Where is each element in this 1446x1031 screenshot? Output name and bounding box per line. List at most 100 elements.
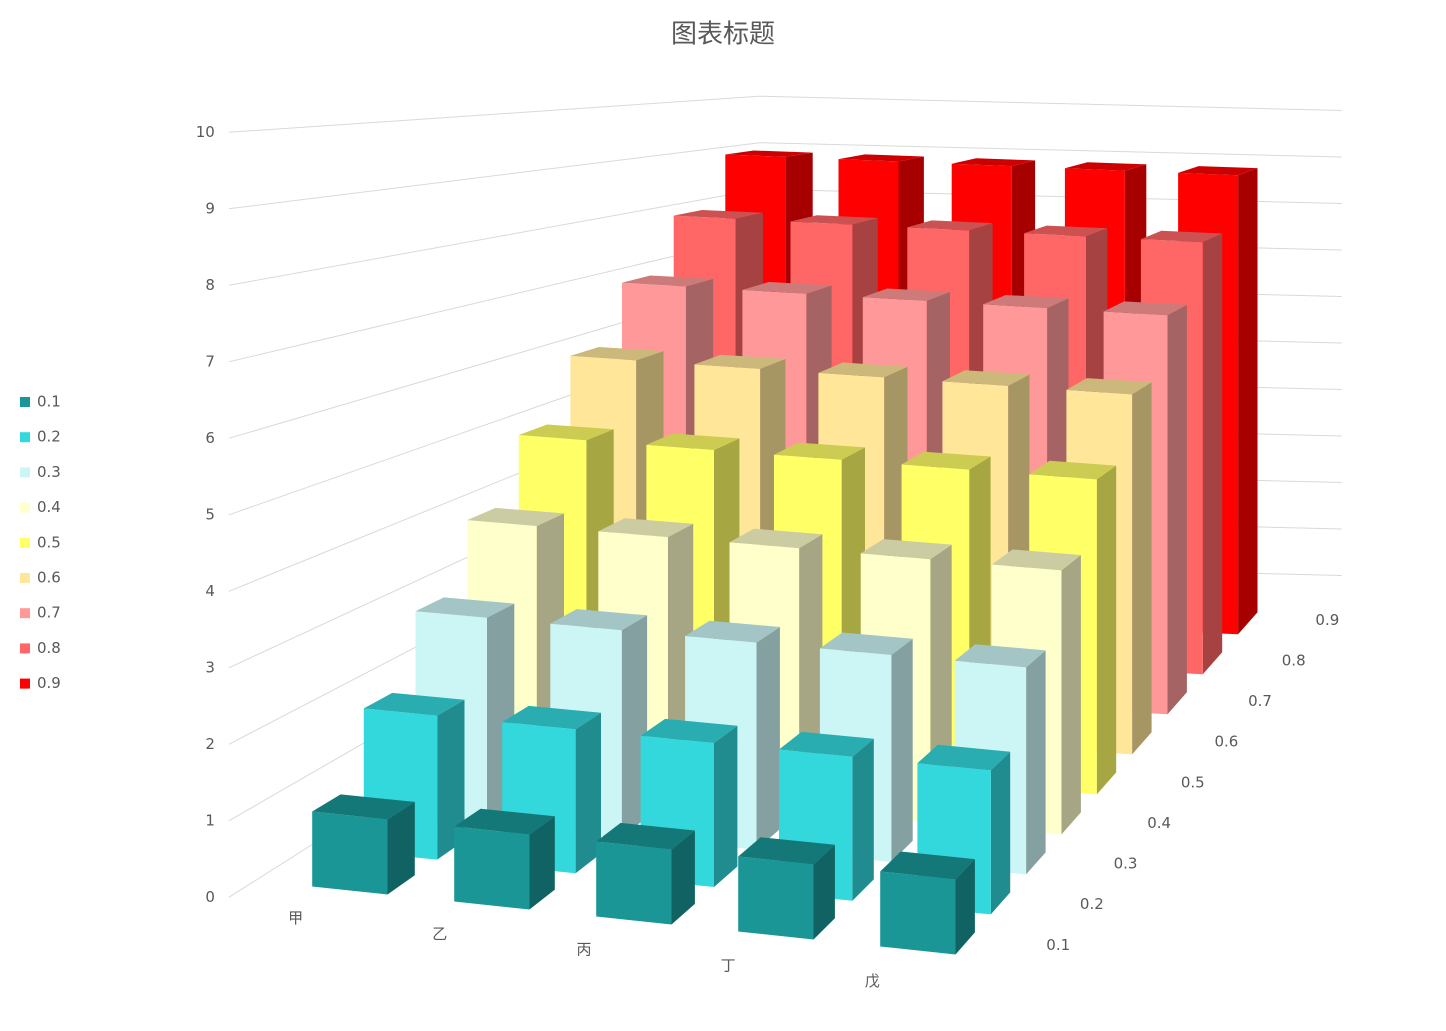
- bar-side: [437, 699, 465, 860]
- y-tick-label: 3: [205, 658, 215, 676]
- legend-swatch: [20, 608, 30, 619]
- bar-top: [860, 539, 952, 560]
- bar-top: [983, 295, 1069, 309]
- bar-top: [901, 451, 991, 470]
- legend-swatch: [20, 397, 30, 407]
- legend-label: 0.2: [37, 428, 61, 446]
- bar-top: [1140, 230, 1223, 243]
- y-tick-label: 0: [205, 888, 215, 906]
- bar-top: [917, 744, 1011, 771]
- bar-top: [312, 794, 415, 820]
- bar-front: [880, 871, 956, 955]
- bar-top: [570, 347, 664, 361]
- bar-top: [942, 370, 1030, 386]
- legend-label: 0.7: [37, 604, 61, 622]
- depth-tick-label: 0.3: [1114, 855, 1138, 873]
- depth-tick-label: 0.9: [1315, 611, 1339, 629]
- bar-top: [596, 822, 695, 850]
- bar-top: [819, 632, 913, 655]
- depth-tick-label: 0.1: [1046, 936, 1070, 954]
- bar-front: [312, 811, 388, 895]
- x-tick-label: 戊: [865, 972, 880, 990]
- bar-side: [1238, 168, 1258, 635]
- legend-label: 0.4: [37, 498, 61, 516]
- legend-label: 0.1: [37, 393, 61, 411]
- bar-side: [529, 816, 555, 910]
- bar-top: [694, 354, 786, 369]
- bar-top: [415, 597, 515, 618]
- legend-swatch: [20, 502, 30, 513]
- bar-top: [954, 644, 1046, 668]
- y-tick-label: 10: [196, 123, 215, 141]
- legend-swatch: [20, 643, 30, 654]
- bar-side: [387, 801, 415, 895]
- legend-swatch: [20, 537, 30, 548]
- bar-side: [714, 725, 738, 887]
- bar-side: [1026, 650, 1046, 875]
- bar: [738, 837, 835, 940]
- depth-tick-label: 0.2: [1080, 895, 1104, 913]
- bar: [502, 705, 601, 874]
- y-tick-label: 9: [205, 199, 215, 217]
- bar-top: [880, 851, 975, 880]
- grid-line: [228, 142, 1342, 210]
- bar-top: [725, 150, 813, 157]
- bar-top: [1103, 301, 1187, 316]
- bar-top: [598, 518, 694, 538]
- y-tick-label: 7: [205, 352, 215, 370]
- depth-tick-label: 0.4: [1147, 814, 1171, 832]
- bar: [640, 718, 738, 887]
- y-tick-label: 1: [205, 811, 215, 829]
- legend-label: 0.5: [37, 533, 61, 551]
- grid-line: [228, 95, 1342, 133]
- y-tick-label: 2: [205, 735, 215, 753]
- bar-side: [756, 627, 780, 850]
- bar-side: [575, 712, 601, 874]
- x-tick-label: 乙: [432, 925, 447, 943]
- bar-top: [518, 424, 614, 441]
- bar-top: [907, 220, 993, 231]
- legend-swatch: [20, 432, 30, 443]
- bar-top: [363, 692, 465, 716]
- y-tick-label: 6: [205, 429, 215, 447]
- bar-side: [1132, 382, 1152, 755]
- bar-top: [951, 158, 1036, 167]
- bar-top: [685, 620, 780, 643]
- y-tick-label: 4: [205, 582, 215, 600]
- bar-front: [596, 841, 672, 925]
- bar-side: [1061, 555, 1081, 835]
- legend-label: 0.6: [37, 569, 61, 587]
- bar-side: [813, 844, 835, 940]
- bar-top: [774, 442, 865, 460]
- depth-tick-label: 0.7: [1248, 692, 1272, 710]
- bar-front: [454, 826, 530, 910]
- bar-front: [738, 856, 814, 940]
- depth-tick-label: 0.6: [1214, 733, 1238, 751]
- bar: [880, 851, 975, 955]
- bar-top: [1178, 166, 1258, 176]
- legend-swatch: [20, 678, 30, 689]
- bar-top: [729, 528, 823, 549]
- bar-top: [640, 718, 738, 743]
- legend-label: 0.3: [37, 463, 61, 481]
- y-tick-label: 5: [205, 505, 215, 523]
- bar-top: [738, 837, 835, 865]
- bar-top: [454, 808, 555, 835]
- x-tick-label: 丁: [721, 956, 736, 974]
- bar-side: [852, 738, 874, 901]
- bar-top: [838, 154, 924, 162]
- depth-tick-label: 0.5: [1181, 773, 1205, 791]
- bar-top: [991, 549, 1081, 571]
- bar-top: [1064, 162, 1147, 171]
- bar-top: [862, 288, 950, 301]
- bar-top: [622, 275, 714, 287]
- bar-top: [673, 210, 763, 219]
- bar-top: [502, 705, 601, 730]
- legend-swatch: [20, 573, 30, 583]
- bar-top: [467, 507, 564, 526]
- bar-side: [671, 830, 695, 925]
- chart-title: 图表标题: [671, 20, 775, 50]
- bar-top: [1029, 460, 1117, 480]
- y-tick-label: 8: [205, 276, 215, 294]
